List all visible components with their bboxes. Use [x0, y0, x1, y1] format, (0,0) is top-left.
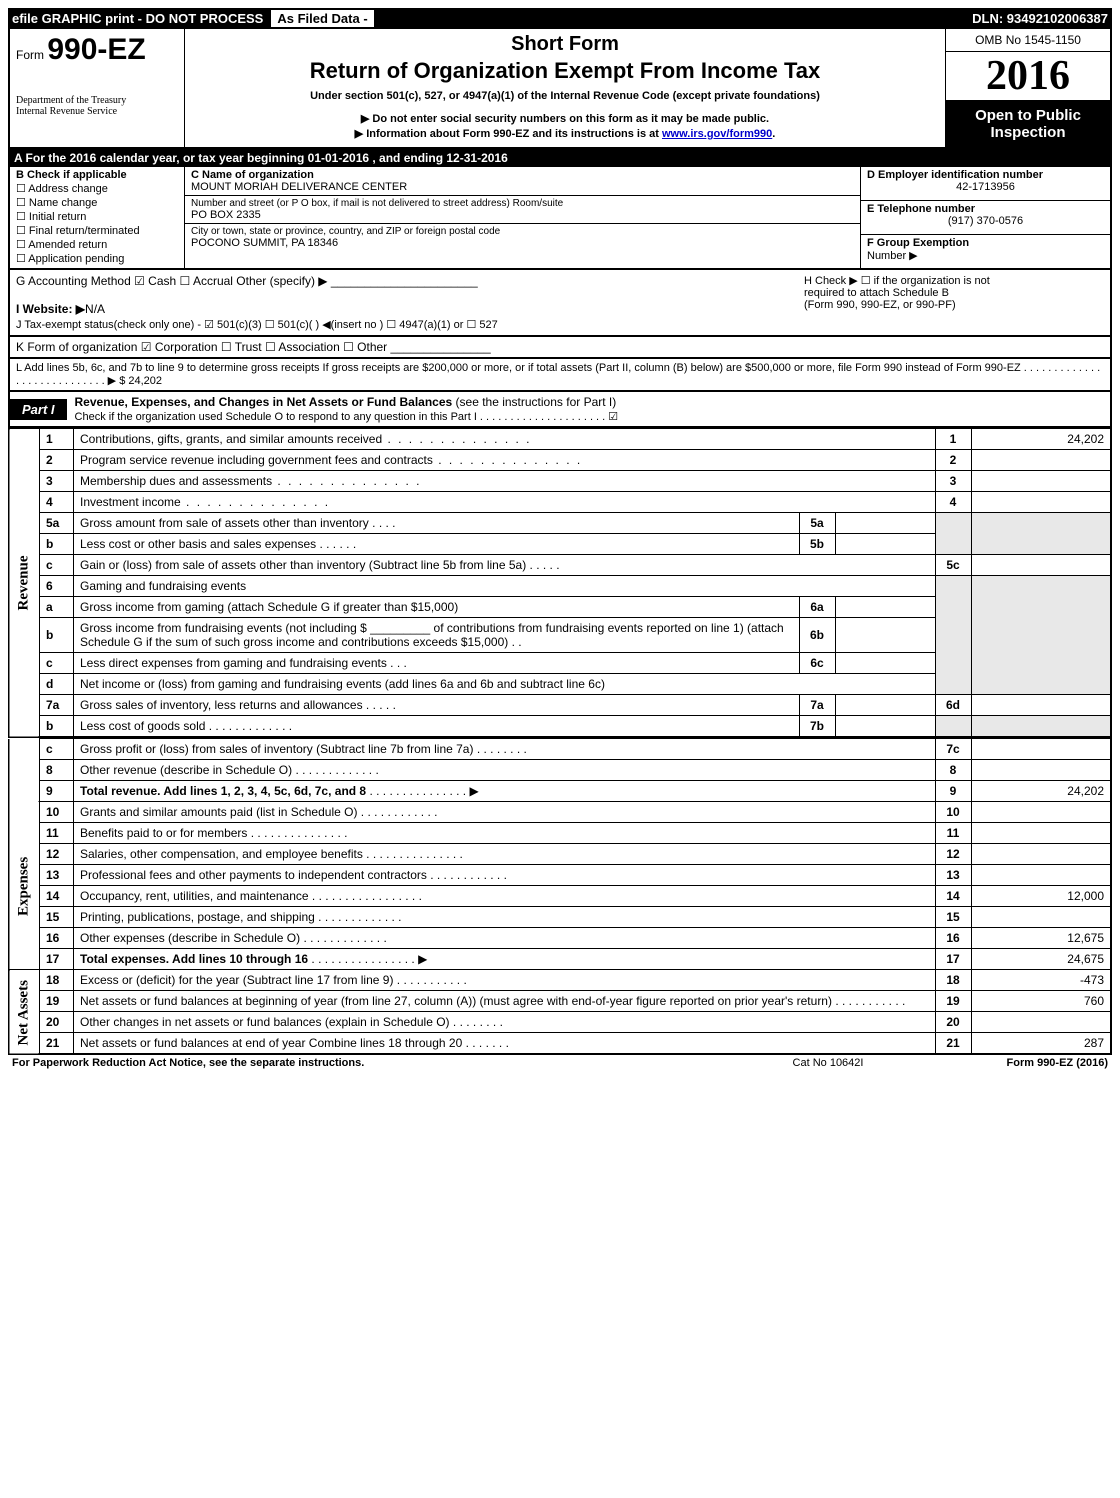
form-of-organization: K Form of organization ☑ Corporation ☐ T…: [8, 337, 1112, 359]
part-1-label: Part I: [10, 399, 67, 420]
tax-year: 2016: [946, 52, 1110, 101]
under-section-text: Under section 501(c), 527, or 4947(a)(1)…: [193, 90, 937, 102]
header-right: OMB No 1545-1150 2016 Open to Public Ins…: [945, 29, 1110, 147]
org-city: POCONO SUMMIT, PA 18346: [191, 237, 854, 249]
form-ref: Form 990-EZ (2016): [928, 1057, 1108, 1069]
org-street: PO BOX 2335: [191, 209, 854, 221]
chk-amended-return[interactable]: ☐ Amended return: [16, 238, 178, 251]
paperwork-notice: For Paperwork Reduction Act Notice, see …: [12, 1057, 728, 1069]
phone-value: (917) 370-0576: [867, 215, 1104, 227]
page-footer: For Paperwork Reduction Act Notice, see …: [8, 1055, 1112, 1071]
efile-label: efile GRAPHIC print - DO NOT PROCESS: [12, 11, 263, 26]
part-1-table: Revenue 1 Contributions, gifts, grants, …: [8, 428, 1112, 738]
top-bar: efile GRAPHIC print - DO NOT PROCESS As …: [8, 8, 1112, 29]
line-16-amount: 12,675: [971, 928, 1111, 949]
form-header: Form 990-EZ Department of the Treasury I…: [8, 29, 1112, 149]
org-name-address: C Name of organization MOUNT MORIAH DELI…: [185, 167, 860, 268]
header-mid: Short Form Return of Organization Exempt…: [185, 29, 945, 147]
form-prefix: Form: [16, 48, 44, 62]
cat-no: Cat No 10642I: [728, 1057, 928, 1069]
as-filed-label: As Filed Data -: [271, 10, 373, 27]
part-1-header: Part I Revenue, Expenses, and Changes in…: [8, 392, 1112, 428]
chk-address-change[interactable]: ☐ Address change: [16, 182, 178, 195]
org-id-block: D Employer identification number 42-1713…: [860, 167, 1110, 268]
omb-number: OMB No 1545-1150: [946, 29, 1110, 52]
arrow-line-2: ▶ Information about Form 990-EZ and its …: [193, 127, 937, 140]
dept-treasury: Department of the Treasury: [16, 95, 178, 106]
header-left: Form 990-EZ Department of the Treasury I…: [10, 29, 185, 147]
line-14-amount: 12,000: [971, 886, 1111, 907]
revenue-side-label: Revenue: [9, 429, 40, 738]
chk-application-pending[interactable]: ☐ Application pending: [16, 252, 178, 265]
part-1-title: Revenue, Expenses, and Changes in Net As…: [67, 392, 1110, 426]
dept-irs: Internal Revenue Service: [16, 106, 178, 117]
arrow-line-1: ▶ Do not enter social security numbers o…: [193, 112, 937, 125]
tax-exempt-status: J Tax-exempt status(check only one) - ☑ …: [16, 318, 804, 331]
netassets-side-label: Net Assets: [9, 970, 40, 1055]
open-to-public: Open to Public Inspection: [946, 101, 1110, 147]
org-name: MOUNT MORIAH DELIVERANCE CENTER: [191, 181, 854, 193]
chk-initial-return[interactable]: ☐ Initial return: [16, 210, 178, 223]
line-9-amount: 24,202: [971, 781, 1111, 802]
website-label: I Website: ▶: [16, 302, 85, 316]
form-number: 990-EZ: [47, 33, 145, 66]
dln-label: DLN: 93492102006387: [972, 11, 1108, 26]
ein-value: 42-1713956: [867, 181, 1104, 193]
check-if-applicable: B Check if applicable ☐ Address change ☐…: [10, 167, 185, 268]
line-17-amount: 24,675: [971, 949, 1111, 970]
calendar-year-bar: A For the 2016 calendar year, or tax yea…: [8, 149, 1112, 167]
accounting-method-block: G Accounting Method ☑ Cash ☐ Accrual Oth…: [8, 270, 1112, 337]
expenses-side-label: Expenses: [9, 802, 40, 970]
line-18-amount: -473: [971, 970, 1111, 991]
line-19-amount: 760: [971, 991, 1111, 1012]
line-2-amount: [971, 450, 1111, 471]
line-21-amount: 287: [971, 1033, 1111, 1055]
chk-name-change[interactable]: ☐ Name change: [16, 196, 178, 209]
schedule-b-check: H Check ▶ ☐ if the organization is not r…: [804, 274, 1104, 331]
line-1-amount: 24,202: [971, 429, 1111, 450]
irs-link[interactable]: www.irs.gov/form990: [662, 128, 772, 140]
main-title: Return of Organization Exempt From Incom…: [193, 58, 937, 84]
org-info-block: B Check if applicable ☐ Address change ☐…: [8, 167, 1112, 270]
part-1-table-cont: c Gross profit or (loss) from sales of i…: [8, 738, 1112, 1055]
short-form-label: Short Form: [193, 33, 937, 56]
chk-final-return[interactable]: ☐ Final return/terminated: [16, 224, 178, 237]
website-value: N/A: [85, 302, 105, 316]
accounting-method: G Accounting Method ☑ Cash ☐ Accrual Oth…: [16, 274, 804, 288]
gross-receipts-note: L Add lines 5b, 6c, and 7b to line 9 to …: [8, 359, 1112, 392]
